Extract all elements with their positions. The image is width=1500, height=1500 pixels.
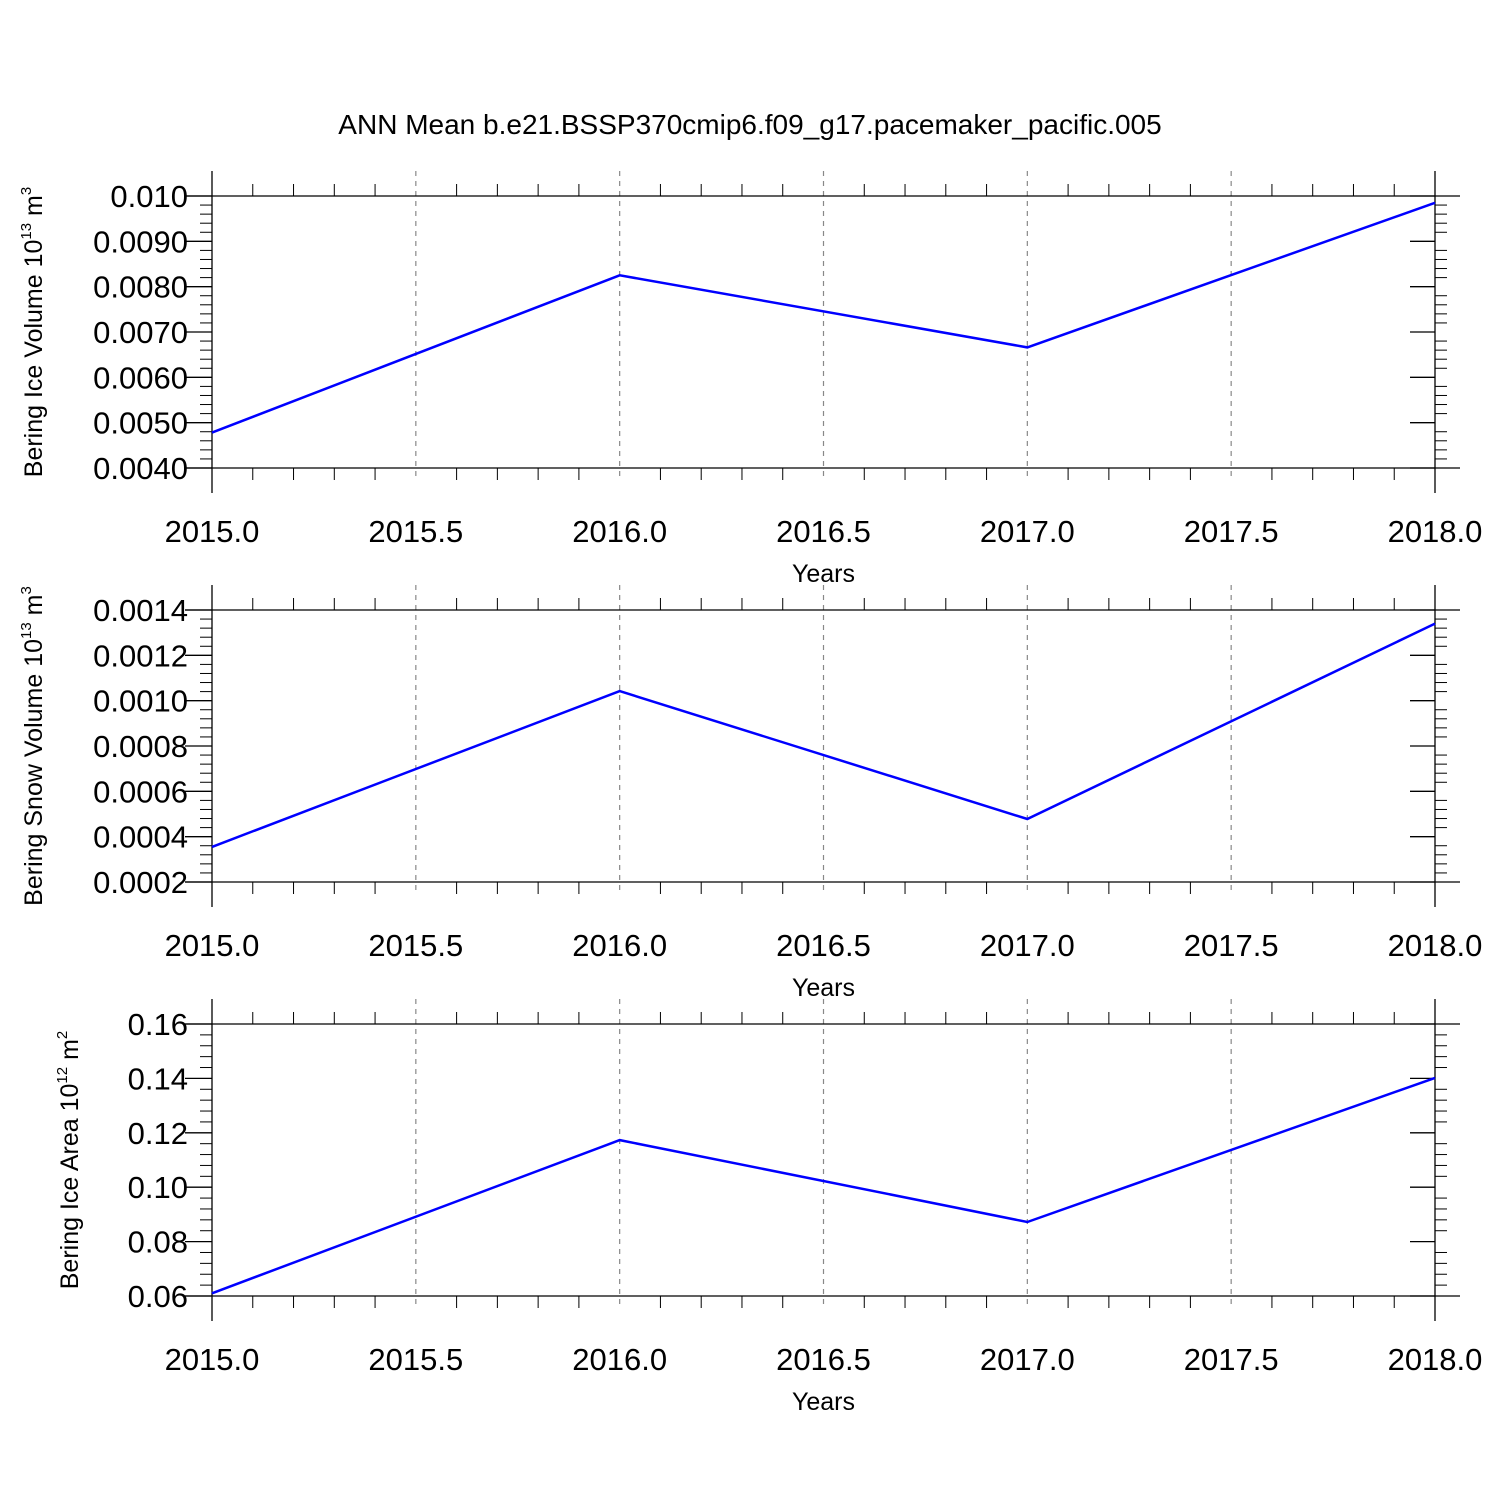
y-tick-label: 0.0070	[93, 315, 188, 350]
series-line-1	[211, 1076, 1436, 1295]
x-axis-title: Years	[792, 1388, 855, 1416]
x-tick-label: 2016.0	[572, 1342, 667, 1377]
x-tick-label: 2018.0	[1388, 928, 1483, 963]
x-tick-label: 2018.0	[1388, 514, 1483, 549]
x-tick-label: 2015.5	[368, 514, 463, 549]
x-tick-label: 2016.0	[572, 514, 667, 549]
x-tick-label: 2016.5	[776, 514, 871, 549]
y-tick-label: 0.12	[128, 1116, 188, 1151]
chart-panel-3: 0.06 0.08 0.10 0.12 0.14 0.16 2015.0 2015.5 2016…	[54, 999, 1482, 1416]
y-tick-label: 0.0010	[93, 684, 188, 719]
series-line-1	[211, 201, 1436, 434]
figure-title: ANN Mean b.e21.BSSP370cmip6.f09_g17.pace…	[338, 109, 1161, 140]
y-axis-title: Bering Snow Volume 1013 m3	[18, 586, 48, 906]
y-tick-label: 0.08	[128, 1225, 188, 1260]
x-tick-label: 2016.0	[572, 928, 667, 963]
x-tick-label: 2017.5	[1184, 514, 1279, 549]
y-tick-label: 0.010	[110, 179, 188, 214]
y-tick-label: 0.0090	[93, 224, 188, 259]
x-tick-label: 2016.5	[776, 1342, 871, 1377]
x-tick-label: 2015.5	[368, 1342, 463, 1377]
chart-panel-2: 0.0002 0.0004 0.0006 0.0008 0.0010 0.0012 0.00…	[18, 585, 1482, 1002]
y-axis-title: Bering Ice Volume 1013 m3	[18, 187, 48, 477]
x-tick-label: 2017.5	[1184, 1342, 1279, 1377]
panels: 0.0040 0.0050 0.0060 0.0070 0.0080 0.0090 0.01…	[18, 171, 1482, 1416]
x-tick-label: 2015.0	[165, 514, 260, 549]
y-tick-label: 0.14	[128, 1061, 188, 1096]
y-tick-label: 0.0006	[93, 774, 188, 809]
x-tick-label: 2017.0	[980, 514, 1075, 549]
y-tick-label: 0.0060	[93, 360, 188, 395]
series-line-1	[211, 622, 1436, 849]
y-tick-label: 0.0002	[93, 865, 188, 900]
y-tick-label: 0.0004	[93, 820, 188, 855]
y-tick-label: 0.0008	[93, 729, 188, 764]
x-tick-label: 2017.0	[980, 1342, 1075, 1377]
x-axis-title: Years	[792, 560, 855, 588]
y-axis-title: Bering Ice Area 1012 m2	[54, 1031, 84, 1290]
x-tick-label: 2017.5	[1184, 928, 1279, 963]
x-tick-label: 2015.5	[368, 928, 463, 963]
x-axis-title: Years	[792, 974, 855, 1002]
x-tick-label: 2015.0	[165, 928, 260, 963]
x-tick-label: 2017.0	[980, 928, 1075, 963]
y-tick-label: 0.06	[128, 1279, 188, 1314]
x-tick-label: 2016.5	[776, 928, 871, 963]
y-tick-label: 0.0050	[93, 406, 188, 441]
y-tick-label: 0.0014	[93, 593, 188, 628]
y-tick-label: 0.10	[128, 1170, 188, 1205]
chart-panel-1: 0.0040 0.0050 0.0060 0.0070 0.0080 0.0090 0.01…	[18, 171, 1482, 588]
y-tick-label: 0.16	[128, 1007, 188, 1042]
x-tick-label: 2015.0	[165, 1342, 260, 1377]
x-tick-label: 2018.0	[1388, 1342, 1483, 1377]
y-tick-label: 0.0040	[93, 451, 188, 486]
y-tick-label: 0.0080	[93, 270, 188, 305]
y-tick-label: 0.0012	[93, 638, 188, 673]
